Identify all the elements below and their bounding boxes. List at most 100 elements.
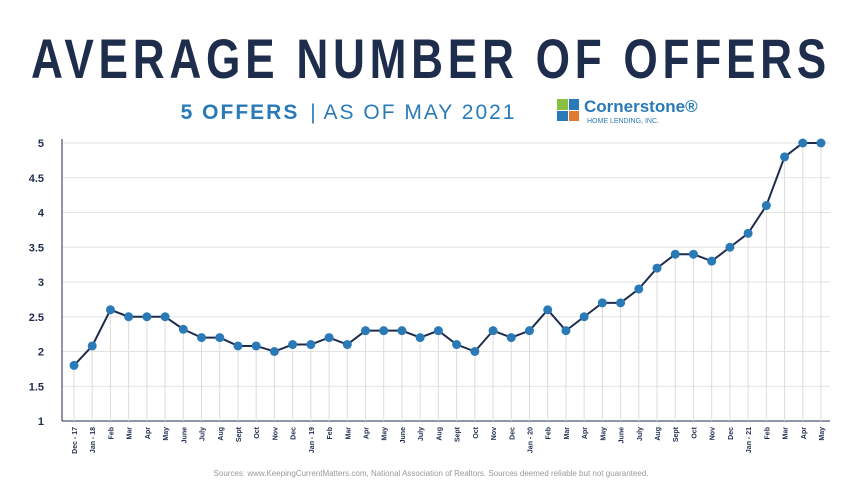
- point: [634, 284, 644, 294]
- x-tick-label: Aug: [655, 427, 662, 441]
- point: [816, 138, 826, 148]
- x-tick-label: Apr: [582, 427, 589, 439]
- point: [780, 152, 790, 162]
- x-tick-label: July: [637, 427, 644, 441]
- point: [670, 249, 680, 259]
- point: [452, 340, 462, 350]
- x-tick-label: Dec - 17: [72, 427, 79, 454]
- x-tick-label: Mar: [564, 427, 571, 440]
- x-tick-label: July: [200, 427, 207, 441]
- subtitle-separator: |: [310, 101, 315, 124]
- logo-name: Cornerstone®: [584, 97, 698, 116]
- x-tick-label: Jan - 18: [90, 427, 97, 453]
- x-tick-label: Sept: [455, 426, 462, 442]
- point: [379, 326, 389, 336]
- point: [105, 305, 115, 315]
- x-tick-label: Apr: [145, 427, 152, 439]
- point: [561, 326, 571, 336]
- x-tick-label: Nov: [710, 427, 717, 440]
- x-tick-label: Mar: [127, 427, 134, 440]
- point: [233, 341, 243, 351]
- y-tick-label: 4.5: [29, 173, 44, 185]
- x-tick-label: July: [418, 427, 425, 441]
- x-tick-label: Nov: [272, 427, 279, 440]
- point: [87, 341, 97, 351]
- x-tick-label: Feb: [764, 427, 771, 439]
- x-tick-label: Feb: [327, 427, 334, 439]
- subtitle-highlight: 5 OFFERS: [181, 101, 300, 124]
- logo-icon: [557, 99, 579, 121]
- point: [652, 263, 662, 273]
- point: [433, 326, 443, 336]
- point: [215, 333, 225, 343]
- point: [798, 138, 808, 148]
- x-tick-label: Aug: [218, 427, 225, 441]
- chart-title: AVERAGE NUMBER OF OFFERS: [31, 27, 831, 90]
- x-tick-label: Dec: [728, 427, 735, 440]
- x-tick-label: Dec: [291, 427, 298, 440]
- x-tick-label: June: [400, 427, 407, 443]
- x-tick-label: June: [181, 427, 188, 443]
- y-tick-label: 2: [38, 347, 44, 359]
- point: [725, 242, 735, 252]
- x-tick-label: Apr: [364, 427, 371, 439]
- point: [506, 333, 516, 343]
- point: [761, 201, 771, 211]
- point: [178, 324, 188, 334]
- x-tick-label: Oct: [254, 426, 261, 438]
- point: [124, 312, 134, 322]
- point: [688, 249, 698, 259]
- y-tick-label: 3: [38, 277, 44, 289]
- point: [707, 256, 717, 266]
- point: [597, 298, 607, 308]
- source: Sources: www.KeepingCurrentMatters.com, …: [214, 469, 649, 478]
- point: [415, 333, 425, 343]
- point: [142, 312, 152, 322]
- y-tick-label: 2.5: [29, 312, 44, 324]
- point: [543, 305, 553, 315]
- x-tick-label: June: [619, 427, 626, 443]
- point: [160, 312, 170, 322]
- point: [579, 312, 589, 322]
- x-tick-label: Jan - 19: [309, 427, 316, 453]
- x-tick-label: Dec: [509, 427, 516, 440]
- x-tick-label: May: [382, 427, 389, 441]
- point: [306, 340, 316, 350]
- point: [524, 326, 534, 336]
- x-tick-label: Nov: [491, 427, 498, 440]
- logo-tagline: HOME LENDING, INC.: [587, 118, 659, 125]
- point: [342, 340, 352, 350]
- point: [269, 347, 279, 356]
- x-tick-label: Feb: [546, 427, 553, 439]
- x-tick-label: Oct: [473, 426, 480, 438]
- y-tick-label: 5: [38, 138, 44, 150]
- x-tick-label: Jan - 21: [746, 427, 753, 453]
- point: [251, 341, 261, 351]
- point: [743, 228, 753, 238]
- subtitle: AS OF MAY 2021: [324, 101, 517, 124]
- x-tick-label: May: [600, 427, 607, 441]
- x-tick-label: May: [819, 427, 826, 441]
- y-tick-label: 3.5: [29, 242, 44, 254]
- x-tick-label: Mar: [783, 427, 790, 440]
- point: [616, 298, 626, 308]
- x-tick-label: Sept: [236, 426, 243, 442]
- point: [288, 340, 298, 350]
- point: [488, 326, 498, 336]
- point: [470, 347, 480, 356]
- x-tick-label: Jan - 20: [527, 427, 534, 453]
- y-tick-label: 4: [38, 208, 45, 220]
- point: [361, 326, 371, 336]
- x-tick-label: Oct: [691, 426, 698, 438]
- x-tick-label: Feb: [108, 427, 115, 439]
- x-tick-label: May: [163, 427, 170, 441]
- x-tick-label: Mar: [345, 427, 352, 440]
- point: [197, 333, 207, 343]
- x-tick-label: Apr: [801, 427, 808, 439]
- point: [324, 333, 334, 343]
- point: [69, 360, 79, 370]
- point: [397, 326, 407, 336]
- y-tick-label: 1.5: [29, 381, 44, 393]
- y-tick-label: 1: [38, 416, 44, 428]
